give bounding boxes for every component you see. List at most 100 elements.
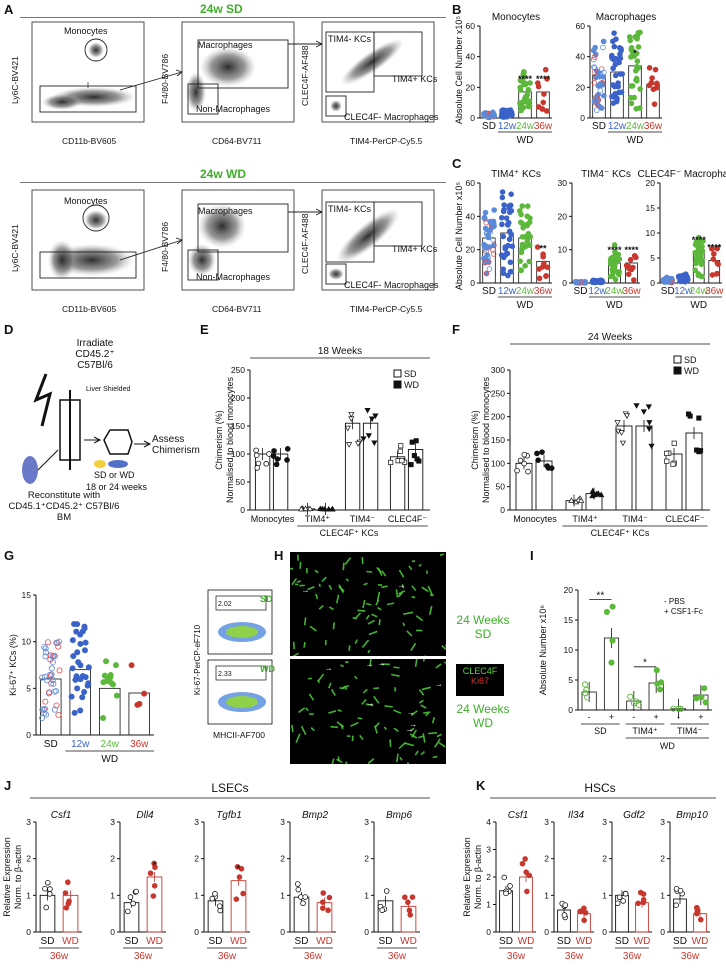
data-point xyxy=(610,65,616,72)
data-point xyxy=(103,658,110,665)
wd-label: WD xyxy=(606,300,623,311)
y-tick-label: 3 xyxy=(544,817,549,827)
kc-cell xyxy=(398,590,406,595)
x-tick-label: SD xyxy=(209,936,223,947)
kc-cell xyxy=(386,602,395,606)
kc-cell xyxy=(307,586,315,591)
kc-cell xyxy=(407,762,410,768)
kc-cell xyxy=(328,584,333,590)
data-point xyxy=(581,917,587,924)
x-tick-label: 12w xyxy=(71,739,90,750)
y-tick-label: 4 xyxy=(486,817,491,827)
kc-cell xyxy=(367,649,371,654)
x-tick-label: SD xyxy=(125,936,139,947)
data-point xyxy=(482,259,488,266)
data-point xyxy=(544,76,550,82)
data-point xyxy=(498,252,505,258)
significance-mark: **** xyxy=(518,74,533,84)
x-tick-label: 24w xyxy=(626,121,645,132)
panel-d-schematic: Irradiate CD45.2⁺ C57Bl/6 Liver Shielded… xyxy=(0,330,200,540)
data-point xyxy=(360,436,367,442)
data-point xyxy=(627,693,634,700)
data-point xyxy=(702,699,709,706)
kc-cell xyxy=(368,630,378,636)
data-point xyxy=(39,714,46,721)
kc-cell xyxy=(398,741,407,750)
data-point xyxy=(521,460,527,467)
kc-cell xyxy=(340,664,344,668)
j-y-axis-label: Norm. to β-actin xyxy=(13,845,23,909)
x-tick-label: 24w xyxy=(516,121,535,132)
data-point xyxy=(519,78,526,85)
kc-cell xyxy=(397,592,403,598)
time-label: 36w xyxy=(304,951,323,962)
data-point xyxy=(654,680,661,687)
legend-pbs: - PBS xyxy=(664,597,685,606)
data-point xyxy=(354,441,362,447)
panel-label-f: F xyxy=(452,322,460,337)
bar xyxy=(230,880,247,933)
y-tick-label: 1 xyxy=(544,890,549,900)
y-tick-label: 0 xyxy=(26,927,31,937)
data-point xyxy=(695,272,702,278)
kc-cell xyxy=(359,734,364,741)
data-point xyxy=(600,38,607,45)
data-point xyxy=(77,662,84,669)
data-point xyxy=(525,468,531,475)
kc-cell xyxy=(310,727,315,732)
y-tick-label: 0 xyxy=(280,927,285,937)
kc-cell xyxy=(332,622,336,630)
divider xyxy=(20,17,446,18)
data-point xyxy=(371,440,378,447)
x-tick-label: 12w xyxy=(608,121,627,132)
data-point xyxy=(388,459,394,465)
data-point xyxy=(590,56,597,63)
x-tick-label: WD xyxy=(316,936,333,947)
significance-mark: **** xyxy=(536,74,551,84)
data-point xyxy=(501,874,508,881)
x-tick-label: SD xyxy=(44,739,58,750)
y-tick-label: 30 xyxy=(558,178,568,188)
y-tick-label: 2 xyxy=(544,854,549,864)
kc-cell xyxy=(439,553,444,557)
data-point xyxy=(408,462,414,468)
x-tick-label: 36w xyxy=(622,286,641,297)
data-point xyxy=(646,65,653,71)
x-tick-label: CLEC4F⁻ xyxy=(388,514,428,524)
data-point xyxy=(112,662,119,669)
y-tick-label: 0 xyxy=(544,927,549,937)
kc-cell xyxy=(309,625,317,632)
data-point xyxy=(79,673,86,680)
y-tick-label: 0 xyxy=(470,278,475,288)
x-axis-label: CD64-BV711 xyxy=(212,136,262,146)
micro-label-bottom: 24 Weeks WD xyxy=(448,702,518,730)
data-point xyxy=(625,265,632,272)
gate-label: TIM4- KCs xyxy=(328,34,372,44)
panel-label-d: D xyxy=(4,322,14,337)
y-tick-label: 10 xyxy=(564,645,574,655)
data-point xyxy=(487,229,493,235)
kc-cell xyxy=(342,562,345,571)
data-point xyxy=(238,865,245,872)
panel-label-h: H xyxy=(274,548,284,563)
panel-label-c: C xyxy=(452,156,462,171)
j-title: LSECs xyxy=(211,781,248,795)
data-point xyxy=(534,450,540,457)
kc-cell xyxy=(411,585,417,591)
y-tick-label: 0 xyxy=(110,927,115,937)
data-point xyxy=(572,498,580,505)
data-point xyxy=(631,277,637,283)
data-point xyxy=(687,413,693,419)
kc-cell xyxy=(410,710,418,717)
kc-cell xyxy=(336,721,345,728)
kc-cell xyxy=(441,645,447,650)
data-point xyxy=(253,452,260,459)
time-label: 36w xyxy=(681,951,700,962)
kc-cell xyxy=(391,673,400,677)
kc-cell xyxy=(318,583,321,587)
kc-cell xyxy=(308,693,315,701)
data-point xyxy=(519,203,526,209)
data-point xyxy=(610,100,617,106)
kc-cell xyxy=(373,725,378,734)
panel-h-microscopy: → → → → → → → → → → xyxy=(287,552,450,772)
